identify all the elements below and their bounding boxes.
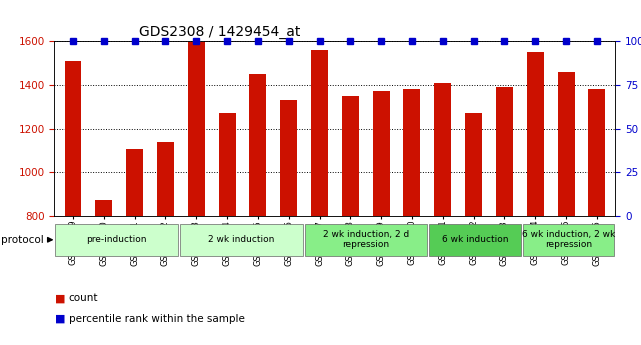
Bar (523, 224, 615, 256)
Text: 6 wk induction: 6 wk induction (442, 235, 508, 244)
Bar (280, 100, 297, 216)
Bar (219, 113, 235, 216)
Bar (249, 74, 267, 216)
Bar (465, 113, 482, 216)
Bar (558, 72, 574, 216)
Bar (588, 89, 605, 216)
Text: ■: ■ (54, 314, 65, 324)
Text: 2 wk induction, 2 d
repression: 2 wk induction, 2 d repression (323, 230, 409, 249)
Text: percentile rank within the sample: percentile rank within the sample (69, 314, 244, 324)
Bar (55, 224, 178, 256)
Bar (527, 52, 544, 216)
Text: 6 wk induction, 2 wk
repression: 6 wk induction, 2 wk repression (522, 230, 615, 249)
Bar (157, 141, 174, 216)
Bar (96, 200, 112, 216)
Bar (372, 91, 390, 216)
Bar (435, 83, 451, 216)
Text: protocol: protocol (1, 235, 44, 245)
Bar (342, 96, 359, 216)
Bar (180, 224, 303, 256)
Text: GDS2308 / 1429454_at: GDS2308 / 1429454_at (138, 25, 300, 39)
Bar (304, 224, 428, 256)
Text: 2 wk induction: 2 wk induction (208, 235, 274, 244)
Text: count: count (69, 294, 98, 303)
Bar (429, 224, 521, 256)
Bar (65, 61, 81, 216)
Text: pre-induction: pre-induction (87, 235, 147, 244)
Bar (126, 149, 143, 216)
Bar (188, 42, 204, 216)
Bar (496, 87, 513, 216)
Bar (403, 89, 420, 216)
Text: ■: ■ (54, 294, 65, 303)
Bar (311, 50, 328, 216)
